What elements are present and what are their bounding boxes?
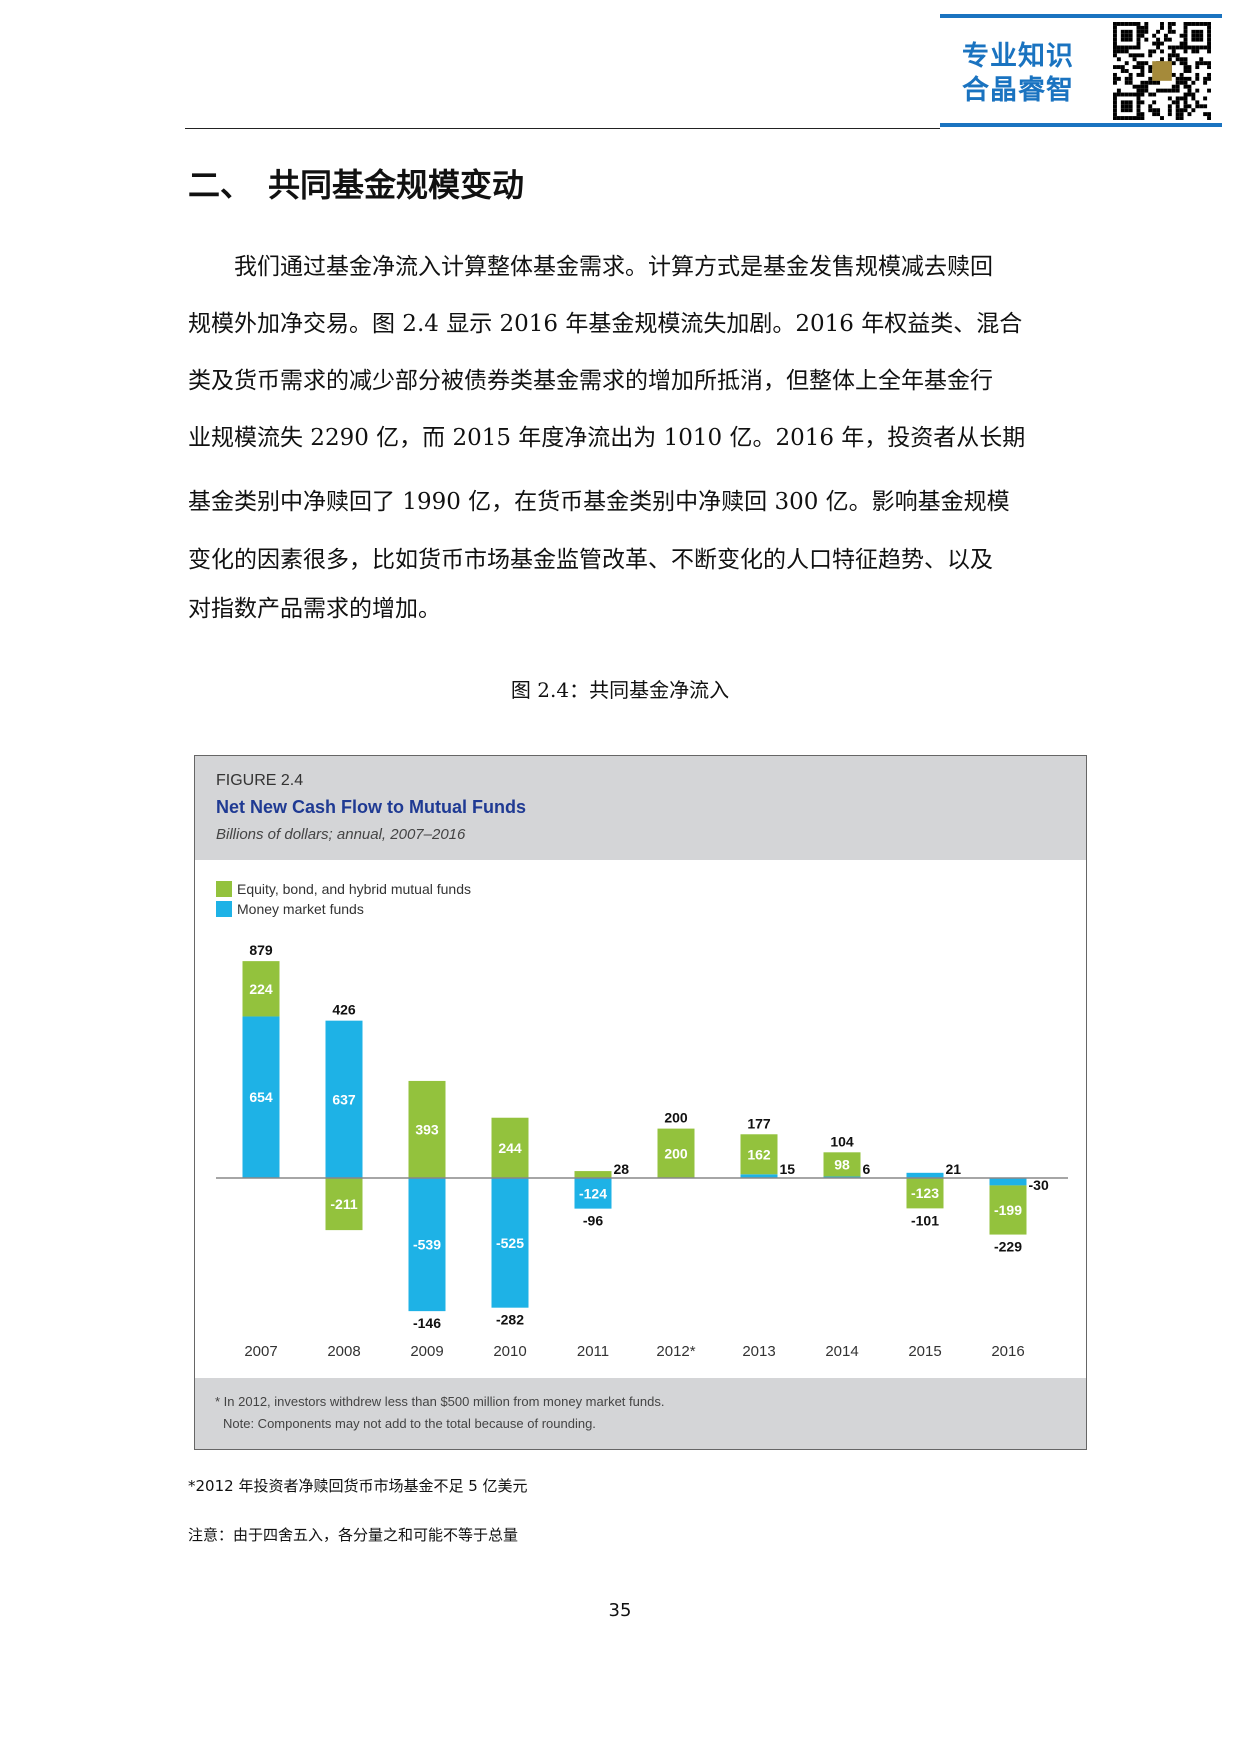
bar-value-label: 15 (780, 1161, 796, 1177)
bar-equity-2013 (740, 1134, 778, 1175)
paragraph-line: 业规模流失 2290 亿，而 2015 年度净流出为 1010 亿。2016 年… (188, 425, 1026, 451)
bar-value-label: 393 (415, 1121, 439, 1137)
footnote-1: *2012 年投资者净赎回货币市场基金不足 5 亿美元 (188, 1477, 528, 1495)
bar-value-label: -539 (413, 1237, 441, 1253)
x-tick-label: 2011 (577, 1343, 609, 1360)
bar-money-market-2007 (242, 1016, 280, 1178)
total-value-label: 200 (664, 1110, 688, 1126)
chart-footnote: * In 2012, investors withdrew less than … (215, 1394, 665, 1409)
figure-label: FIGURE 2.4 (216, 772, 304, 789)
bar-value-label: 244 (498, 1140, 522, 1156)
total-value-label: -229 (994, 1239, 1022, 1255)
bar-value-label: -124 (579, 1185, 607, 1201)
bar-value-label: -30 (1029, 1177, 1049, 1193)
x-tick-label: 2012* (656, 1343, 695, 1360)
header-rule (185, 128, 940, 129)
bar-equity-2007 (242, 961, 280, 1017)
x-tick-label: 2013 (742, 1343, 775, 1360)
bar-equity-2012* (657, 1128, 695, 1178)
total-value-label: 879 (249, 942, 273, 958)
section-title: 二、 共同基金规模变动 (188, 166, 525, 204)
page-number: 35 (608, 1600, 632, 1621)
bar-value-label: 224 (249, 981, 273, 997)
total-value-label: -146 (413, 1315, 441, 1331)
x-tick-label: 2015 (908, 1343, 941, 1360)
chart-header (195, 756, 1086, 860)
bar-value-label: -123 (911, 1185, 939, 1201)
bar-value-label: 6 (863, 1161, 871, 1177)
bar-value-label: 28 (614, 1161, 630, 1177)
footnote-2: 注意：由于四舍五入，各分量之和可能不等于总量 (188, 1526, 519, 1544)
bar-equity-2008 (325, 1178, 363, 1231)
bar-equity-2009 (408, 1080, 446, 1178)
x-tick-label: 2016 (991, 1343, 1024, 1360)
legend-item-money-market: Money market funds (216, 901, 364, 917)
bar-equity-2011 (574, 1171, 612, 1178)
paragraph-line: 类及货币需求的减少部分被债券类基金需求的增加所抵消，但整体上全年基金行 (188, 368, 993, 394)
bar-money-market-2011 (574, 1178, 612, 1209)
bar-equity-2014 (823, 1152, 861, 1177)
total-value-label: -282 (496, 1312, 524, 1328)
legend-swatch-equity (216, 881, 232, 897)
qr-code-icon (1113, 22, 1211, 120)
bar-equity-2016 (989, 1185, 1027, 1235)
chart-title: Net New Cash Flow to Mutual Funds (216, 797, 526, 817)
legend-label: Equity, bond, and hybrid mutual funds (237, 881, 472, 897)
chart-plot: 654 224 879 2007 637 -211 426 2008 -539 393 -146 20… (216, 942, 1068, 1360)
bar-money-market-2008 (325, 1020, 363, 1178)
brand-line-1: 专业知识 (962, 41, 1074, 72)
header-rule-top (940, 14, 1222, 18)
total-value-label: -96 (583, 1213, 603, 1229)
chart-figure: FIGURE 2.4 Net New Cash Flow to Mutual F… (194, 755, 1087, 1450)
x-tick-label: 2008 (327, 1343, 360, 1360)
total-value-label: 426 (332, 1002, 356, 1018)
legend-item-equity: Equity, bond, and hybrid mutual funds (216, 881, 471, 897)
total-value-label: -101 (911, 1212, 939, 1228)
legend-label: Money market funds (237, 901, 364, 917)
paragraph-line: 变化的因素很多，比如货币市场基金监管改革、不断变化的人口特征趋势、以及 (188, 547, 993, 573)
legend-swatch-money-market (216, 901, 232, 917)
bar-equity-2010 (491, 1117, 529, 1178)
total-value-label: 177 (747, 1115, 771, 1131)
x-tick-label: 2010 (493, 1343, 526, 1360)
bar-money-market-2016 (989, 1178, 1027, 1186)
bar-money-market-2015 (906, 1172, 944, 1178)
bar-money-market-2010 (491, 1178, 529, 1308)
paragraph-line: 我们通过基金净流入计算整体基金需求。计算方式是基金发售规模减去赎回 (188, 254, 993, 280)
bar-value-label: -199 (994, 1202, 1022, 1218)
figure-caption: 图 2.4：共同基金净流入 (510, 678, 730, 702)
bar-value-label: 200 (664, 1145, 688, 1161)
bar-value-label: 162 (747, 1146, 771, 1162)
paragraph-line: 对指数产品需求的增加。 (188, 596, 441, 622)
bar-value-label: -525 (496, 1235, 524, 1251)
x-tick-label: 2007 (244, 1343, 277, 1360)
header-rule-bottom (940, 123, 1222, 127)
bar-value-label: 637 (332, 1091, 356, 1107)
brand-line-2: 合晶睿智 (962, 75, 1074, 106)
paragraph-line: 规模外加净交易。图 2.4 显示 2016 年基金规模流失加剧。2016 年权益… (188, 311, 1023, 337)
x-tick-label: 2009 (410, 1343, 443, 1360)
chart-footer (195, 1378, 1086, 1449)
bar-equity-2015 (906, 1178, 944, 1209)
x-tick-label: 2014 (825, 1343, 858, 1360)
chart-subtitle: Billions of dollars; annual, 2007–2016 (216, 826, 466, 843)
bar-money-market-2009 (408, 1178, 446, 1312)
paragraph-line: 基金类别中净赎回了 1990 亿，在货币基金类别中净赎回 300 亿。影响基金规… (188, 489, 1010, 515)
total-value-label: 104 (830, 1133, 854, 1149)
bar-money-market-2013 (740, 1174, 778, 1178)
bar-value-label: -211 (330, 1196, 357, 1212)
bar-value-label: 21 (946, 1161, 962, 1177)
bar-value-label: 98 (834, 1156, 850, 1172)
bar-value-label: 654 (249, 1089, 273, 1105)
chart-note: Note: Components may not add to the tota… (223, 1416, 596, 1431)
